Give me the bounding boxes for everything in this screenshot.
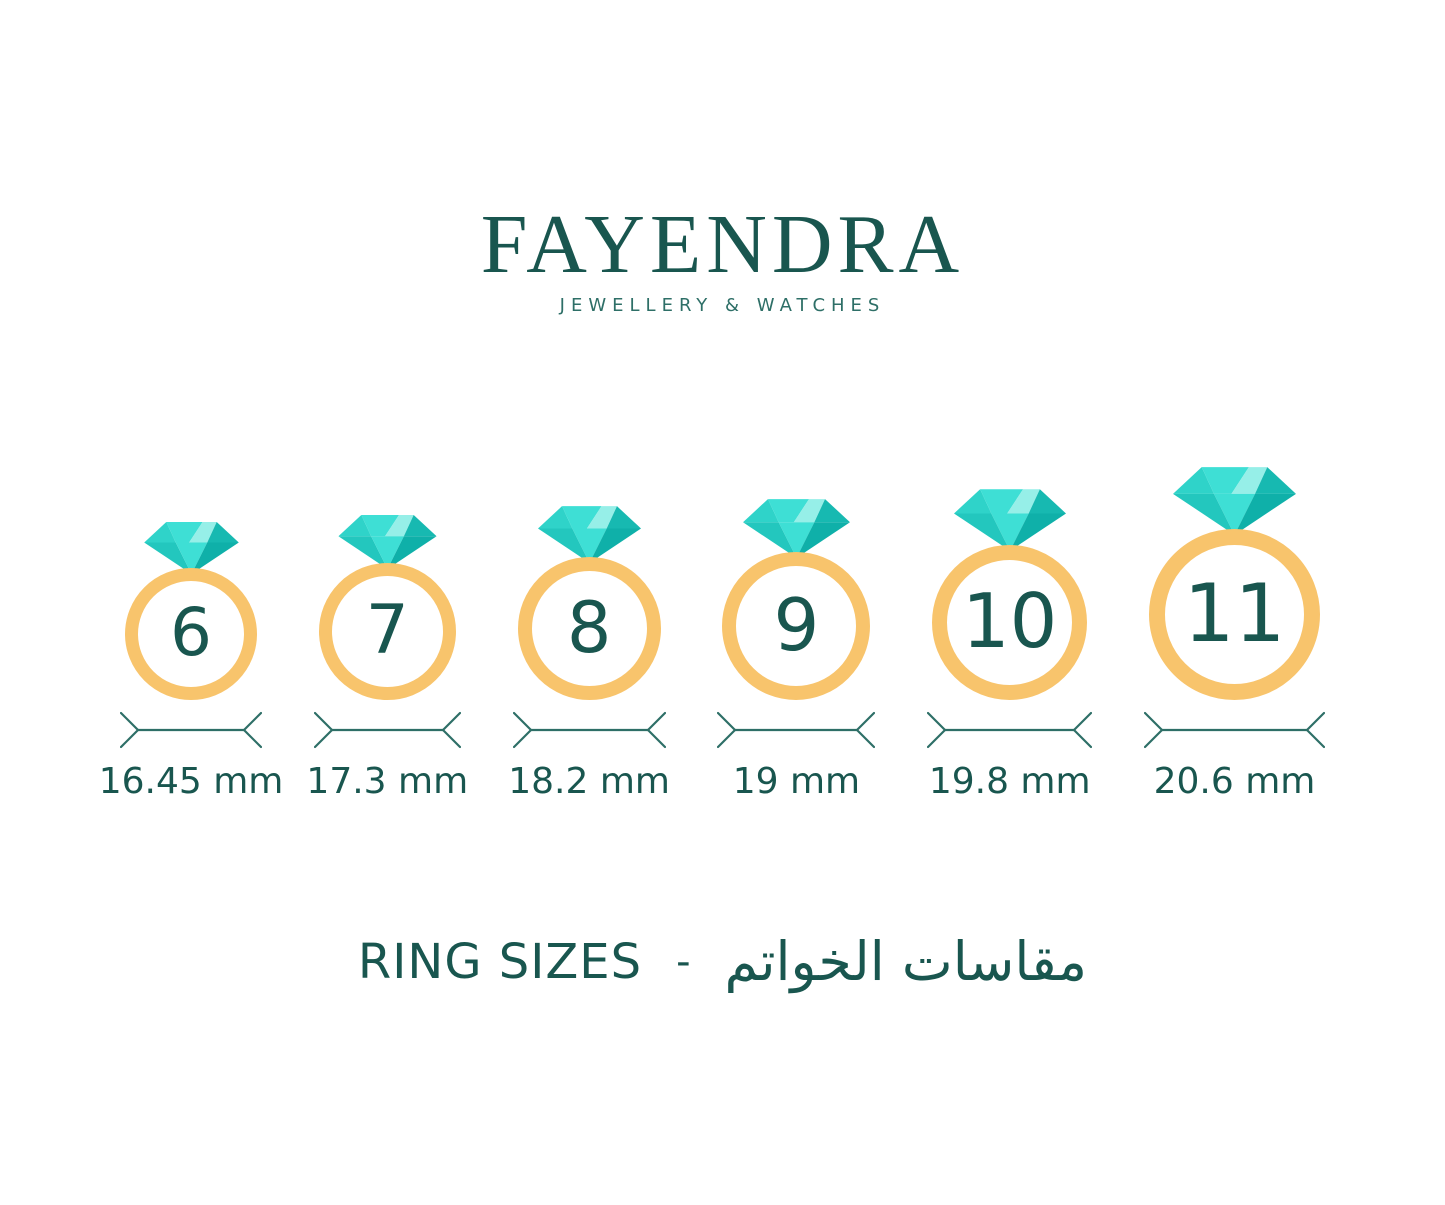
- ring-diameter-label: 19.8 mm: [928, 761, 1091, 802]
- diamond-gem-icon: [742, 499, 850, 558]
- brand-header: FAYENDRA JEWELLERY & WATCHES: [0, 203, 1445, 315]
- ring-item: 10 19.8 mm: [927, 464, 1093, 802]
- diameter-measure-arrow-icon: [717, 711, 876, 749]
- diamond-gem-icon: [143, 522, 239, 574]
- ring-size-number: 11: [1183, 566, 1286, 660]
- ring-band: 7: [318, 563, 456, 700]
- ring-diameter-label: 18.2 mm: [508, 761, 670, 802]
- ring-diameter-label: 19 mm: [732, 761, 861, 802]
- ring-diameter-label: 16.45 mm: [98, 761, 284, 802]
- chart-title: RING SIZES - مقاسات الخواتم: [0, 930, 1445, 993]
- diameter-measure-arrow-icon: [313, 711, 461, 749]
- title-separator-dash: -: [676, 938, 691, 985]
- diamond-gem-icon: [338, 515, 437, 569]
- ring-band: 11: [1148, 529, 1320, 700]
- ring-item: 9 19 mm: [717, 464, 876, 802]
- ring-band: 8: [517, 557, 661, 700]
- ring-diameter-label: 20.6 mm: [1153, 761, 1316, 802]
- chart-title-arabic: مقاسات الخواتم: [724, 930, 1088, 993]
- ring-size-number: 10: [961, 577, 1058, 665]
- ring-size-number: 6: [170, 594, 212, 671]
- ring-band: 9: [722, 552, 871, 700]
- diameter-measure-arrow-icon: [120, 711, 262, 749]
- diameter-measure-arrow-icon: [512, 711, 666, 749]
- diameter-measure-arrow-icon: [1143, 711, 1325, 749]
- diamond-gem-icon: [1172, 467, 1296, 535]
- ring-band: 10: [932, 545, 1088, 700]
- brand-logo: FAYENDRA: [480, 198, 965, 291]
- ring-item: 8 18.2 mm: [508, 464, 670, 800]
- ring-size-number: 8: [566, 586, 612, 669]
- ring-size-number: 7: [365, 590, 409, 670]
- diamond-gem-icon: [953, 489, 1066, 551]
- brand-tagline: JEWELLERY & WATCHES: [559, 295, 886, 316]
- ring-size-number: 9: [773, 583, 820, 667]
- ring-band: 6: [125, 568, 257, 700]
- diamond-gem-icon: [537, 506, 641, 563]
- chart-title-english: RING SIZES: [357, 933, 643, 990]
- ring-size-chart: 6 16.45 mm 7: [0, 464, 1445, 800]
- ring-item: 7 17.3 mm: [306, 464, 468, 800]
- ring-diameter-label: 17.3 mm: [306, 761, 469, 802]
- diameter-measure-arrow-icon: [927, 711, 1093, 749]
- ring-item: 11 20.6 mm: [1143, 464, 1325, 802]
- ring-item: 6 16.45 mm: [99, 464, 283, 800]
